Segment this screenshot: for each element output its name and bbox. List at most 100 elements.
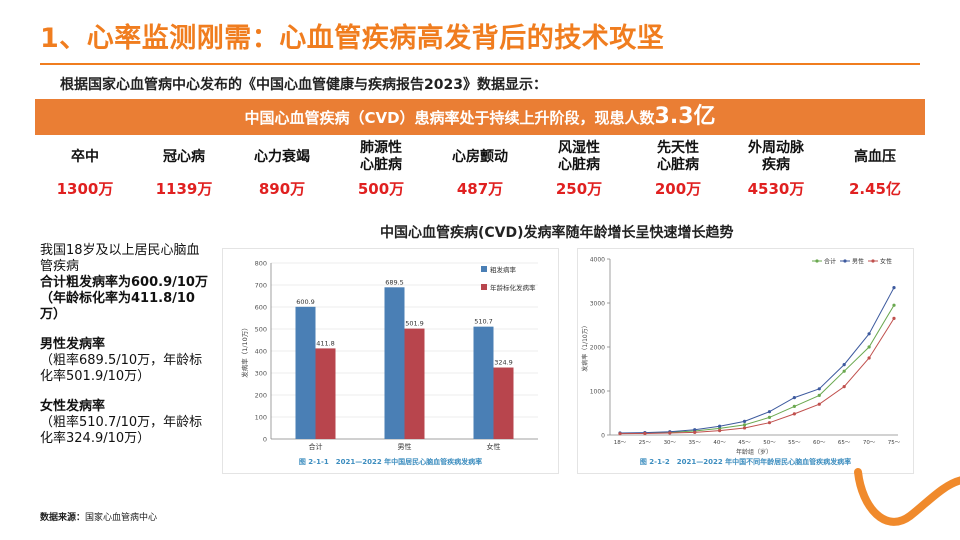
stat-item: 冠心病 1139万 [134,140,234,199]
data-point [718,426,722,430]
data-point [742,426,747,430]
stat-label: 卒中 [71,148,99,165]
stat-value: 200万 [654,180,702,198]
stat-label: 肺源性 心脏病 [360,140,402,173]
stat-label: 高血压 [854,148,896,165]
data-point [767,410,772,414]
bar [493,367,514,439]
bar [384,287,405,439]
y-tick-label: 4000 [590,257,605,264]
legend-label: 年龄标化发病率 [490,283,536,292]
data-point [742,419,747,423]
series-line [619,318,895,435]
data-point [867,332,871,336]
data-point [618,432,622,436]
data-point [742,423,747,427]
bar [404,328,425,439]
chart-heading: 中国心血管疾病(CVD)发病率随年龄增长呈快速增长趋势 [380,225,734,241]
y-tick-label: 100 [255,414,267,422]
bar-chart: 0 100 200 300 400 500 600 700 800 发病率（1/10万） 600.9… [240,260,538,451]
source-value: 国家心血管病中心 [85,513,158,523]
line-chart-figure: 0 1000 2000 3000 4000 发病率（1/10万） 18～ 25～ 30～ 35～ 4… [577,248,914,474]
x-tick-label: 50～ [763,440,776,446]
x-tick-label: 45～ [738,440,751,446]
y-tick-label: 3000 [590,301,605,308]
x-tick-label: 30～ [664,440,677,446]
stat-label: 先天性 心脏病 [657,140,699,173]
stat-label: 风湿性 心脏病 [558,140,600,173]
banner-text: 中国心血管疾病（CVD）患病率处于持续上升阶段，现患人数 [244,109,655,127]
x-tick-label: 55～ [788,440,801,446]
legend-label: 粗发病率 [490,265,517,274]
series-line [619,287,895,434]
y-tick-label: 200 [255,392,267,400]
y-tick-label: 700 [255,282,267,290]
data-label: 600.9 [296,298,315,306]
data-point [892,316,896,320]
legend-swatch [481,284,487,290]
x-tick-label: 25～ [639,440,652,446]
legend-label: 男性 [852,258,864,266]
source-label: 数据来源： [40,513,86,523]
female-detail: （粗率510.7/10万，年龄标化率324.9/10万） [40,415,203,446]
data-point [767,415,772,419]
stat-item: 卒中 1300万 [35,140,135,199]
data-point [817,402,821,406]
x-tick-label: 70～ [863,440,876,446]
data-point [842,385,846,389]
bar [315,348,336,439]
male-title: 男性发病率 [40,337,106,352]
summary-total: 合计粗发病率为600.9/10万（年龄标化率为411.8/10万） [40,275,208,322]
legend-swatch [481,266,487,272]
x-tick-label: 40～ [713,440,726,446]
y-tick-label: 1000 [590,389,605,396]
y-tick-label: 800 [255,260,267,268]
legend-label: 合计 [824,258,836,266]
male-detail: （粗率689.5/10万，年龄标化率501.9/10万） [40,353,203,384]
legend-label: 女性 [880,258,892,266]
y-tick-label: 300 [255,370,267,378]
data-label: 411.8 [316,339,335,347]
data-point [842,363,846,367]
series-line [619,304,895,434]
summary-banner: 中国心血管疾病（CVD）患病率处于持续上升阶段，现患人数3.3亿 [35,99,925,135]
data-point [792,412,796,416]
y-axis-label: 发病率（1/10万） [240,324,249,378]
stat-label: 外周动脉 疾病 [748,140,804,173]
data-point [792,404,796,408]
data-point [792,396,796,400]
data-point [817,387,821,391]
y-tick-label: 0 [263,436,267,444]
stat-item: 外周动脉 疾病 4530万 [726,140,826,199]
line-chart: 0 1000 2000 3000 4000 发病率（1/10万） 18～ 25～ 30～ 35～ 4… [581,257,901,457]
data-point [693,428,697,432]
y-tick-label: 600 [255,304,267,312]
slide-title: 1、心率监测刚需：心血管疾病高发背后的技术攻坚 [40,23,665,54]
y-tick-label: 2000 [590,345,605,352]
bar [473,326,494,439]
x-tick-label: 女性 [487,442,501,451]
stat-item: 肺源性 心脏病 500万 [331,140,431,199]
data-point [817,393,821,397]
data-point [693,430,697,434]
disease-stats: 卒中 1300万 冠心病 1139万 心力衰竭 890万 肺源性 心脏病 500万 心房… [35,140,925,200]
incidence-summary: 我国18岁及以上居民心脑血管疾病 合计粗发病率为600.9/10万（年龄标化率为… [40,243,212,447]
stat-value: 500万 [357,180,405,198]
data-point [718,424,722,428]
female-title: 女性发病率 [40,399,106,414]
x-tick-label: 18～ [614,440,627,446]
title-underline [40,63,920,65]
stat-value: 250万 [555,180,603,198]
stat-value: 890万 [258,180,306,198]
y-tick-label: 0 [601,433,605,440]
legend-marker [843,259,847,263]
y-tick-label: 400 [255,348,267,356]
bar-chart-figure: 0 100 200 300 400 500 600 700 800 发病率（1/10万） 600.9… [222,248,559,474]
x-tick-label: 75～ [888,440,901,446]
stat-value: 2.45亿 [848,180,901,198]
legend-marker [871,259,875,263]
summary-intro: 我国18岁及以上居民心脑血管疾病 [40,243,200,274]
stat-value: 1139万 [155,180,213,198]
slide-subtitle: 根据国家心血管病中心发布的《中国心血管健康与疾病报告2023》数据显示： [60,77,547,93]
